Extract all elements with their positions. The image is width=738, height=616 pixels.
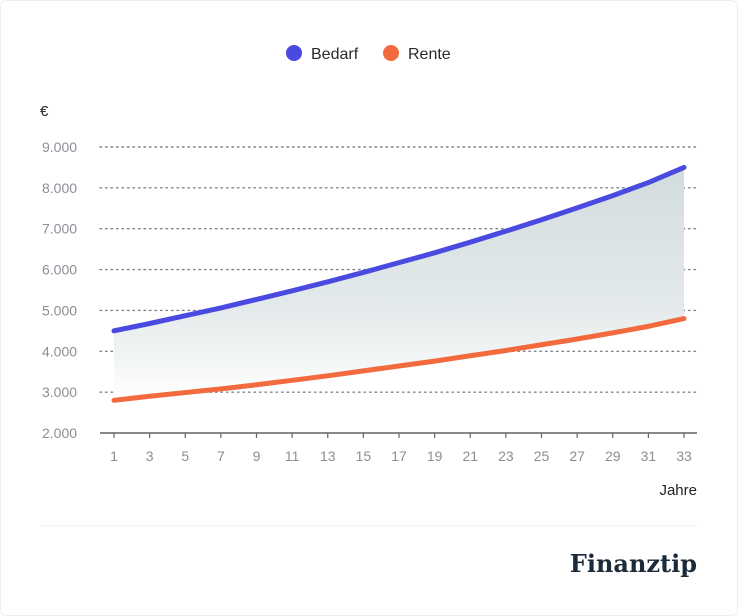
y-unit-label: € [40,103,49,120]
x-tick-label: 27 [569,448,585,464]
y-tick-label: 6.000 [42,262,77,278]
x-tick-label: 33 [676,448,692,464]
series-lines [111,164,687,403]
series-line-bedarf [111,164,687,334]
legend-swatch-bedarf [286,45,302,61]
legend-label-bedarf: Bedarf [311,46,359,63]
x-tick-label: 31 [641,448,657,464]
x-axis-title: Jahre [659,482,697,499]
x-tick-label: 21 [462,448,478,464]
legend-swatch-rente [383,45,399,61]
x-tick-label: 11 [285,448,300,464]
x-tick-label: 15 [356,448,372,464]
y-tick-label: 3.000 [42,384,77,400]
x-tick-label: 13 [320,448,336,464]
x-tick-label: 25 [534,448,550,464]
x-tick-label: 19 [427,448,443,464]
x-tick-label: 3 [146,448,154,464]
y-tick-label: 4.000 [42,343,77,359]
x-tick-label: 9 [253,448,261,464]
series-line-rente [111,316,687,403]
x-tick-label: 29 [605,448,621,464]
legend: Bedarf Rente [286,45,451,63]
x-tick-label: 5 [181,448,189,464]
x-axis: 1 3 5 7 9 11 13 15 17 19 21 23 25 27 29 31 33 [100,432,697,464]
legend-label-rente: Rente [408,46,451,63]
y-axis-ticks: 2.000 3.000 4.000 5.000 6.000 7.000 8.000 9.000 [42,139,77,441]
y-tick-label: 2.000 [42,425,77,441]
x-tick-label: 23 [498,448,514,464]
gap-area [114,167,684,401]
x-tick-label: 17 [391,448,407,464]
y-tick-label: 7.000 [42,221,77,237]
x-tick-label: 7 [217,448,225,464]
finanztip-logo: Finanztip [570,549,697,578]
y-tick-label: 9.000 [42,139,77,155]
x-tick-label: 1 [110,448,118,464]
y-tick-label: 8.000 [42,180,77,196]
y-tick-label: 5.000 [42,302,77,318]
